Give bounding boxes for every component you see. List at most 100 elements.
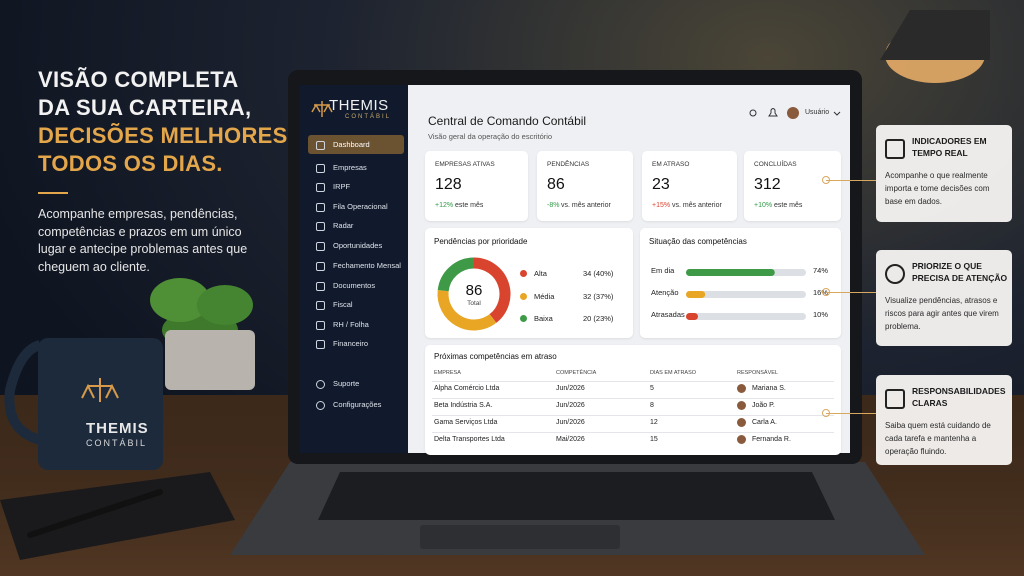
menu-icon[interactable]	[316, 141, 325, 150]
menu-icon[interactable]	[316, 380, 325, 389]
hero-title: DA SUA CARTEIRA,	[38, 95, 252, 120]
kpi-delta: +10%	[754, 202, 773, 209]
menu-item[interactable]: Fiscal	[333, 300, 353, 309]
bell-icon[interactable]	[768, 108, 778, 117]
menu-item[interactable]: Oportunidades	[333, 241, 383, 250]
menu-item[interactable]: IRPF	[333, 182, 351, 191]
panel-title: Situação das competências	[649, 237, 747, 246]
menu-item[interactable]: Empresas	[333, 163, 367, 172]
bar	[686, 313, 698, 320]
avatar[interactable]	[787, 107, 799, 119]
connector-dot	[822, 288, 830, 296]
menu-item[interactable]: Fila Operacional	[333, 202, 388, 211]
connector-dot	[822, 176, 830, 184]
table-cell: Jun/2026	[556, 385, 585, 392]
bar-track	[686, 313, 806, 320]
header-subtitle: Visão geral da operação do escritório	[428, 132, 553, 141]
panel-title: Próximas competências em atraso	[434, 352, 557, 361]
callout-text: Acompanhe o que realmente importa e tome…	[885, 171, 990, 206]
table-cell: 5	[650, 385, 654, 392]
donut-total: 86	[465, 282, 483, 299]
menu-item[interactable]: Fechamento Mensal	[333, 261, 401, 270]
donut-segment	[437, 290, 497, 331]
table-cell: Delta Transportes Ltda	[434, 436, 505, 443]
donut-total-label: Total	[467, 300, 481, 307]
lamp	[880, 10, 990, 60]
kpi-value: 312	[754, 176, 781, 193]
kpi-card	[744, 151, 841, 221]
menu-item[interactable]: Financeiro	[333, 339, 369, 348]
bar-value: 16%	[813, 288, 829, 297]
connector	[826, 413, 876, 414]
kpi-label: CONCLUÍDAS	[754, 161, 797, 168]
menu-item[interactable]: RH / Folha	[333, 320, 369, 329]
table-cell: João P.	[752, 402, 775, 409]
app-brand: THEMIS	[329, 97, 389, 114]
hero-title: VISÃO COMPLETA	[38, 67, 239, 92]
table-header: RESPONSÁVEL	[737, 370, 778, 376]
menu-icon[interactable]	[316, 183, 325, 192]
table-cell: 12	[650, 419, 658, 426]
menu-icon[interactable]	[316, 164, 325, 173]
menu-icon[interactable]	[316, 262, 325, 271]
menu-item[interactable]: Radar	[333, 221, 354, 230]
menu-item[interactable]: Configurações	[333, 400, 382, 409]
table-cell: Carla A.	[752, 419, 777, 426]
menu-icon[interactable]	[316, 340, 325, 349]
kpi-delta: +12%	[435, 202, 454, 209]
bar-track	[686, 291, 806, 298]
legend-name: Média	[534, 291, 555, 301]
trackpad	[420, 525, 620, 549]
row-divider	[432, 432, 834, 433]
user-name[interactable]: Usuário	[805, 109, 830, 116]
menu-item[interactable]: Dashboard	[333, 140, 370, 149]
kpi-label: PENDÊNCIAS	[547, 161, 590, 168]
menu-active[interactable]	[308, 135, 404, 154]
mug-brand: THEMIS	[86, 420, 149, 437]
kpi-value: 128	[435, 176, 462, 193]
table-cell: Gama Serviços Ltda	[434, 419, 498, 426]
menu-icon[interactable]	[316, 242, 325, 251]
kpi-delta-text: este mês	[455, 202, 484, 209]
menu-icon[interactable]	[316, 301, 325, 310]
callout-icon	[885, 264, 905, 284]
bar-label: Atenção	[651, 288, 679, 297]
callout-card	[876, 125, 1012, 222]
connector	[826, 180, 876, 181]
connector	[826, 292, 876, 293]
callout-title: PRIORIZE O QUE PRECISA DE ATENÇÃO	[912, 261, 1008, 283]
status-bars	[686, 269, 806, 320]
menu-item[interactable]: Documentos	[333, 281, 376, 290]
row-divider	[432, 398, 834, 399]
row-divider	[432, 381, 834, 382]
legend-dot	[520, 292, 527, 300]
hero-highlight: TODOS OS DIAS.	[38, 151, 223, 176]
bar-value: 10%	[813, 310, 829, 319]
table-cell: Alpha Comércio Ltda	[434, 385, 500, 392]
panel-title: Pendências por prioridade	[434, 237, 528, 246]
menu-icon[interactable]	[316, 203, 325, 212]
plant	[150, 278, 210, 322]
menu-icon[interactable]	[316, 401, 325, 410]
pen	[27, 489, 163, 538]
keyboard	[318, 472, 835, 520]
kpi-card	[425, 151, 528, 221]
table-cell: 8	[650, 402, 654, 409]
avatar	[737, 418, 746, 427]
connector-dot	[822, 409, 830, 417]
menu-item[interactable]: Suporte	[333, 379, 360, 388]
mug-handle	[4, 340, 42, 445]
bar-label: Atrasadas	[651, 310, 685, 319]
menu-icon[interactable]	[316, 282, 325, 291]
mug	[38, 338, 163, 470]
legend-value: 20 (23%)	[583, 314, 614, 323]
search-icon[interactable]	[749, 109, 757, 117]
bar	[686, 291, 706, 298]
dropdown-icon[interactable]	[833, 111, 841, 116]
menu-icon[interactable]	[316, 321, 325, 330]
table-cell: 15	[650, 436, 658, 443]
table-cell: Mai/2026	[556, 436, 585, 443]
brand-logo	[311, 101, 333, 117]
kpi-delta: -8%	[547, 202, 560, 209]
menu-icon[interactable]	[316, 222, 325, 231]
